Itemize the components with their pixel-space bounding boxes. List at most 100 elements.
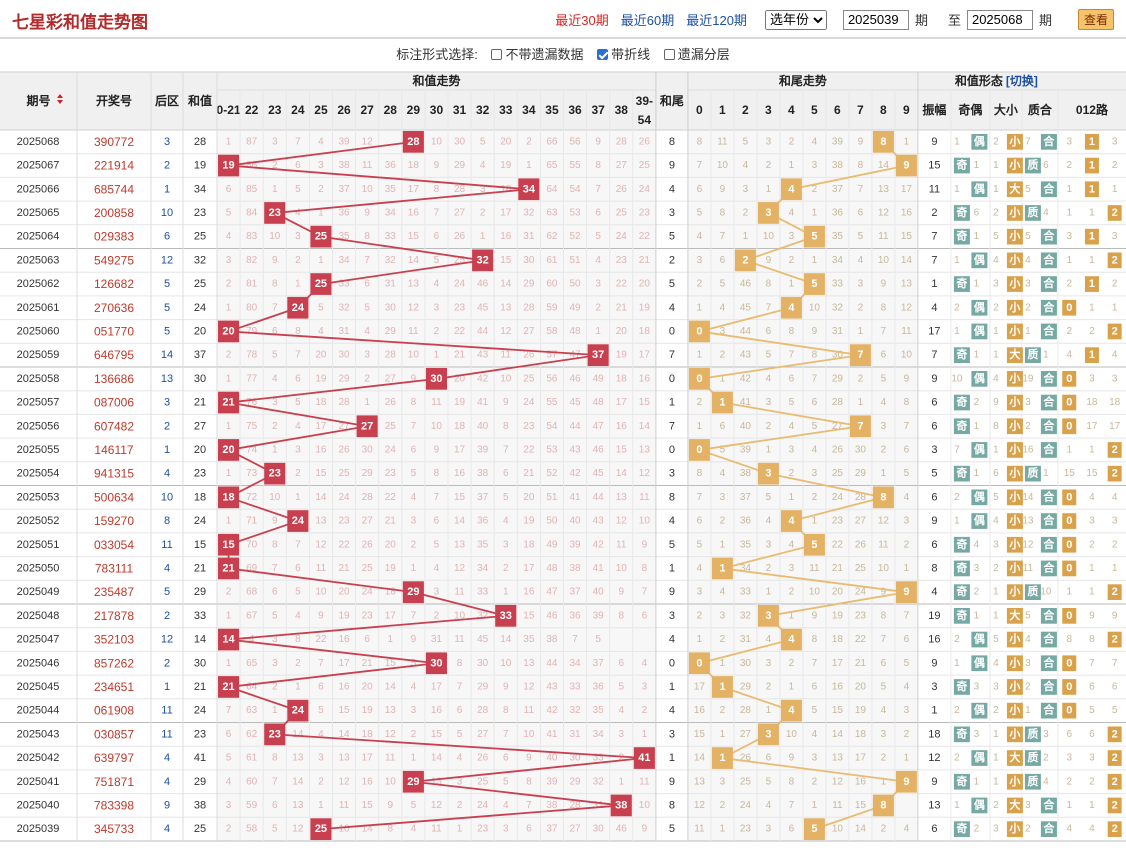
option-with-line[interactable]: 带折线 bbox=[597, 47, 650, 62]
sum-omission: 49 bbox=[593, 373, 605, 384]
sum-omission: 2 bbox=[272, 681, 278, 692]
tail-col-label: 5 bbox=[811, 103, 818, 117]
sort-up-icon[interactable] bbox=[57, 94, 63, 98]
sum-omission: 33 bbox=[593, 753, 605, 764]
tail-omission: 2 bbox=[720, 800, 726, 811]
road-badge-bg bbox=[1062, 418, 1077, 435]
sum-omission: 1 bbox=[318, 800, 324, 811]
sum-omission: 22 bbox=[454, 326, 466, 337]
row-bg bbox=[0, 224, 217, 249]
switch-link[interactable]: [切换] bbox=[1006, 73, 1038, 88]
sum-omission: 27 bbox=[385, 373, 397, 384]
draw-number: 033054 bbox=[94, 538, 134, 552]
year-select[interactable]: 选年份 bbox=[764, 9, 827, 30]
sum-omission: 3 bbox=[503, 539, 509, 550]
sum-hit-cell bbox=[402, 770, 424, 793]
amp-value: 9 bbox=[931, 776, 937, 788]
form-omission: 5 bbox=[1025, 231, 1031, 242]
road-omission: 18 bbox=[1109, 397, 1121, 408]
sum-omission: 5 bbox=[503, 492, 509, 503]
tail-hit-value: 4 bbox=[788, 705, 795, 717]
option-layered[interactable]: 遗漏分层 bbox=[663, 47, 730, 62]
sum-omission: 9 bbox=[272, 516, 278, 527]
recent-120-link[interactable]: 最近120期 bbox=[686, 13, 747, 28]
to-issue-input[interactable] bbox=[966, 9, 1033, 30]
recent-30-link[interactable]: 最近30期 bbox=[555, 13, 609, 28]
back-cell: 2 bbox=[164, 610, 170, 622]
sum-omission: 7 bbox=[595, 184, 601, 195]
checkbox-checked-icon[interactable] bbox=[597, 49, 609, 60]
checkbox-unchecked-icon[interactable] bbox=[663, 49, 675, 60]
tail-omission: 1 bbox=[720, 824, 726, 835]
row-bg bbox=[0, 793, 217, 818]
tail-value: 4 bbox=[669, 302, 675, 314]
road-badge: 0 bbox=[1066, 539, 1072, 551]
road-omission: 7 bbox=[1089, 658, 1095, 669]
query-button[interactable]: 查看 bbox=[1077, 9, 1114, 30]
sort-down-icon[interactable] bbox=[57, 100, 63, 104]
sum-hit-cell bbox=[218, 676, 240, 698]
option-no-omission[interactable]: 不带遗漏数据 bbox=[491, 47, 583, 62]
sum-omission: 3 bbox=[318, 160, 324, 171]
row-bg bbox=[655, 224, 688, 249]
sum-omission: 15 bbox=[523, 610, 535, 621]
sum-omission: 38 bbox=[569, 563, 581, 574]
draw-number: 549275 bbox=[94, 253, 134, 267]
primecomp-badge: 质 bbox=[1027, 726, 1038, 740]
tail-value: 5 bbox=[669, 539, 675, 551]
amp-value: 9 bbox=[931, 373, 937, 385]
oddeven-badge: 奇 bbox=[956, 726, 967, 740]
road-omission: 4 bbox=[1112, 350, 1118, 361]
tail-omission: 16 bbox=[901, 207, 913, 218]
sum-col-label: 32 bbox=[476, 103, 490, 117]
sum-omission: 22 bbox=[338, 539, 350, 550]
sum-omission: 7 bbox=[457, 681, 463, 692]
tail-omission: 6 bbox=[858, 207, 864, 218]
tail-omission: 4 bbox=[766, 516, 772, 527]
checkbox-unchecked-icon[interactable] bbox=[491, 49, 503, 60]
primecomp-badge: 质 bbox=[1027, 158, 1038, 172]
row-bg bbox=[217, 485, 656, 510]
recent-60-link[interactable]: 最近60期 bbox=[620, 13, 675, 28]
bigsmall-badge: 小 bbox=[1008, 632, 1020, 646]
road-badge-bg bbox=[1062, 560, 1077, 577]
sum-omission: 24 bbox=[454, 279, 466, 290]
sum-omission: 10 bbox=[639, 516, 651, 527]
row-bg bbox=[655, 698, 688, 723]
from-issue-input[interactable] bbox=[842, 9, 909, 30]
row-bg bbox=[655, 769, 688, 794]
sum-omission: 19 bbox=[338, 610, 350, 621]
tail-omission: 2 bbox=[697, 610, 703, 621]
sum-omission: 14 bbox=[315, 492, 327, 503]
sum-omission: 5 bbox=[411, 800, 417, 811]
sum-omission: 10 bbox=[362, 184, 374, 195]
issue-cell: 2025064 bbox=[17, 231, 60, 243]
oddeven-badge: 奇 bbox=[956, 584, 967, 598]
tail-omission: 5 bbox=[697, 207, 703, 218]
tail-omission: 2 bbox=[904, 729, 910, 740]
sum-omission: 20 bbox=[454, 373, 466, 384]
amp-value: 3 bbox=[931, 681, 937, 693]
sum-hit-cell bbox=[310, 818, 332, 840]
tail-omission: 37 bbox=[740, 492, 752, 503]
tail-omission: 1 bbox=[697, 350, 703, 361]
sum-omission: 28 bbox=[477, 705, 489, 716]
amp-value: 18 bbox=[928, 728, 940, 740]
display-options: 标注形式选择: 不带遗漏数据 带折线 遗漏分层 bbox=[0, 44, 1126, 63]
sum-col-label: 36 bbox=[568, 103, 582, 117]
bigsmall-badge: 大 bbox=[1009, 181, 1020, 195]
sum-omission: 46 bbox=[593, 444, 605, 455]
row-bg bbox=[655, 177, 688, 202]
sum-omission: 8 bbox=[272, 279, 278, 290]
sum-omission: 27 bbox=[454, 207, 466, 218]
tail-hit-value: 5 bbox=[811, 823, 817, 835]
sum-omission: 42 bbox=[477, 373, 489, 384]
sum-omission: 23 bbox=[616, 255, 628, 266]
road-badge: 1 bbox=[1089, 349, 1095, 361]
tail-omission: 15 bbox=[832, 705, 844, 716]
tail-omission: 10 bbox=[878, 255, 890, 266]
road-omission: 1 bbox=[1089, 255, 1095, 266]
sum-value: 20 bbox=[194, 325, 206, 337]
road-omission: 1 bbox=[1089, 563, 1095, 574]
sum-hit-value: 14 bbox=[222, 634, 235, 646]
